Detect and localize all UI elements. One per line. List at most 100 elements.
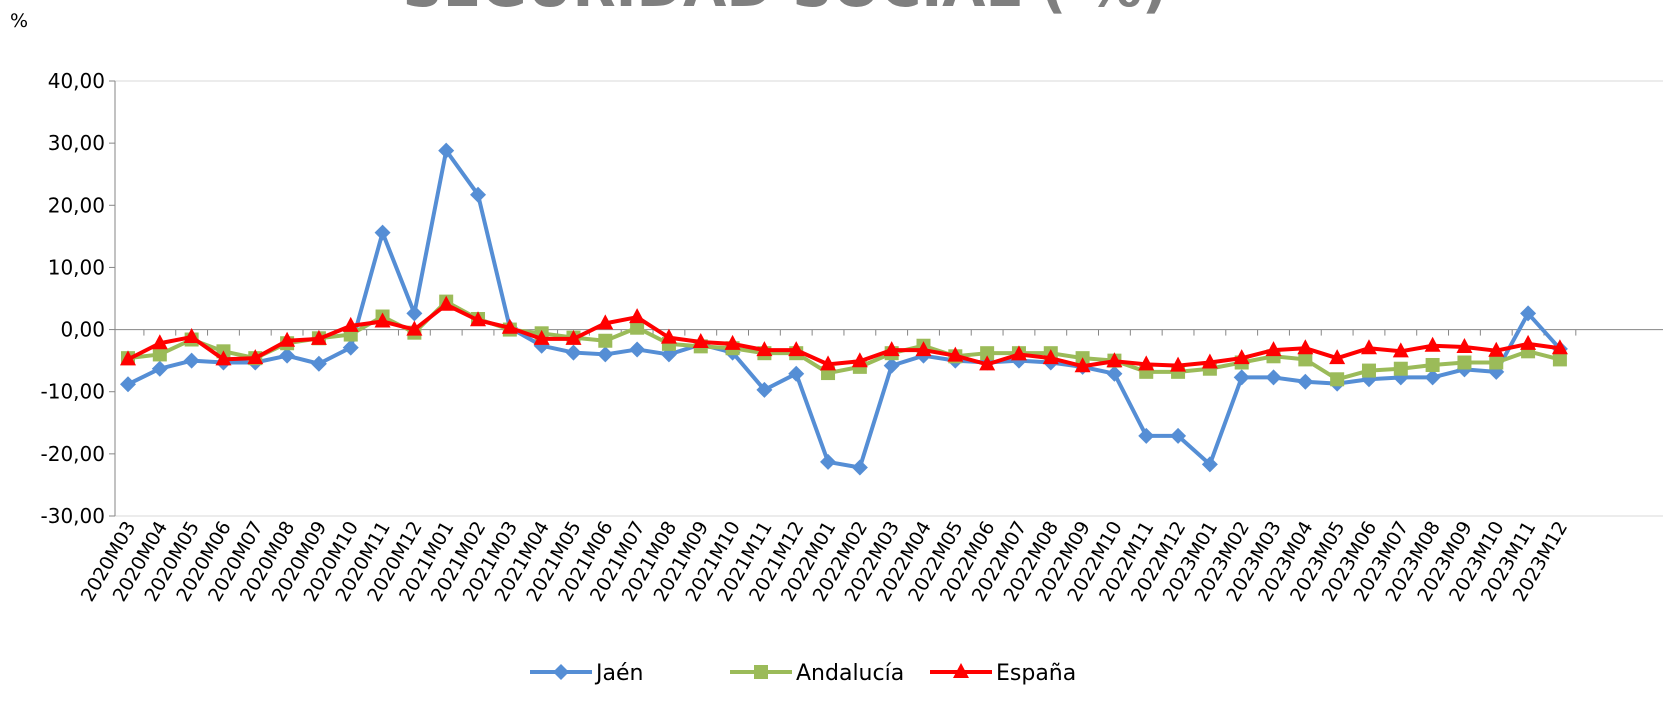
point [1233, 349, 1250, 365]
point [215, 350, 232, 366]
point [279, 331, 296, 347]
point [1042, 349, 1059, 365]
point [152, 347, 167, 362]
point [1361, 363, 1376, 378]
point [1424, 369, 1441, 386]
point [629, 308, 646, 324]
point [756, 381, 773, 398]
point [692, 333, 709, 348]
point [980, 346, 995, 361]
point [947, 346, 964, 362]
point [1488, 341, 1505, 357]
point [120, 376, 136, 393]
point [820, 355, 837, 371]
point [342, 339, 359, 356]
point [754, 665, 768, 679]
point [788, 341, 805, 357]
point [1106, 365, 1123, 382]
point [1106, 352, 1123, 368]
point [406, 305, 423, 322]
point [1201, 456, 1218, 473]
y-tick-label: -10,00 [41, 380, 105, 404]
point [597, 346, 614, 363]
point [501, 318, 518, 334]
point [953, 663, 969, 678]
point [915, 341, 932, 357]
point [151, 334, 168, 350]
legend-label: Jaén [594, 661, 643, 686]
point [979, 355, 996, 371]
point [1329, 349, 1346, 365]
point [1330, 372, 1345, 387]
legend-label: Andalucía [796, 661, 904, 686]
point [183, 328, 200, 344]
point [598, 333, 613, 348]
point [1457, 355, 1472, 370]
point [1201, 353, 1218, 369]
point [1138, 427, 1155, 444]
point [788, 365, 805, 382]
point [1456, 337, 1473, 353]
point [438, 295, 455, 311]
y-tick-label: 0,00 [60, 318, 105, 342]
point [1010, 345, 1027, 361]
y-tick-label: 20,00 [48, 193, 105, 217]
point [629, 341, 646, 358]
point [630, 320, 645, 335]
point [1392, 342, 1409, 358]
y-axis-label: % [10, 10, 28, 32]
point [120, 350, 136, 366]
point [1138, 355, 1155, 371]
chart-title: SEGURIDAD SOCIAL ( %) [403, 0, 1168, 20]
point [883, 341, 900, 357]
point [1360, 339, 1377, 355]
point [406, 320, 423, 336]
point [756, 341, 773, 357]
point [438, 142, 455, 159]
y-tick-label: -30,00 [41, 504, 105, 528]
point [1297, 339, 1314, 355]
point [660, 328, 677, 344]
point [1425, 357, 1440, 372]
point [597, 314, 614, 330]
point [342, 316, 359, 332]
point [724, 334, 741, 350]
point [1424, 336, 1441, 352]
series-line [127, 302, 1561, 369]
point [183, 352, 200, 369]
point [565, 344, 582, 361]
point [1265, 341, 1282, 357]
point [1298, 352, 1313, 367]
legend-label: España [996, 661, 1076, 686]
point [565, 329, 582, 345]
point [279, 347, 296, 364]
point [470, 311, 487, 327]
point [310, 329, 327, 345]
point [470, 186, 487, 203]
point [851, 352, 868, 368]
y-tick-label: -20,00 [41, 442, 105, 466]
point [1170, 356, 1187, 372]
point [820, 453, 837, 470]
point [1233, 369, 1250, 386]
point [553, 664, 569, 680]
y-tick-label: 40,00 [48, 69, 105, 93]
point [1489, 355, 1504, 370]
point [1520, 305, 1537, 322]
point [883, 357, 900, 374]
y-tick-label: 30,00 [48, 131, 105, 155]
point [1393, 361, 1408, 376]
point [1551, 339, 1568, 355]
point [247, 349, 264, 365]
series-line [127, 148, 1562, 470]
point [310, 355, 327, 372]
point [374, 224, 391, 241]
point [1297, 373, 1314, 390]
point [151, 360, 168, 377]
y-tick-label: 10,00 [48, 255, 105, 279]
point [1170, 427, 1187, 444]
point [1552, 352, 1567, 367]
series-line [127, 299, 1561, 382]
point [374, 312, 391, 328]
